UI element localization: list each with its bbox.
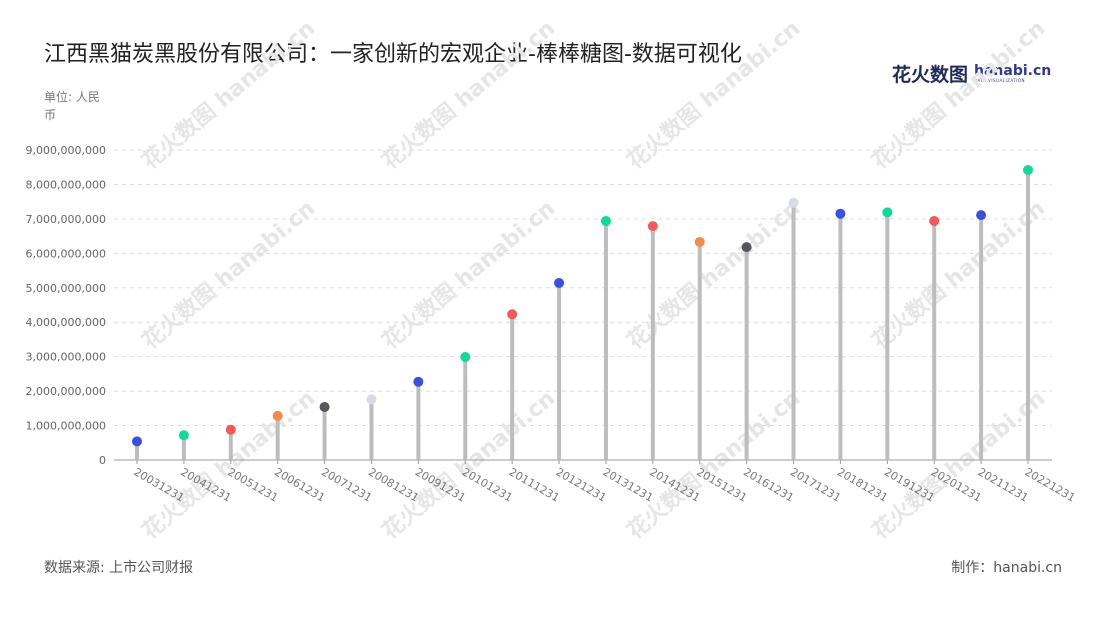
lollipop-dot — [882, 207, 893, 218]
logo-en-block: hanabi.cn DATA VISUALIZATION — [974, 64, 1051, 83]
lollipop-dot — [694, 236, 705, 247]
watermark-text: 花火数图 hanabi.cn — [622, 15, 805, 174]
lollipop-dot — [647, 221, 658, 232]
watermark-text: 花火数图 hanabi.cn — [137, 15, 320, 174]
brand-logo: 花火数图 hanabi.cn DATA VISUALIZATION — [892, 60, 1051, 86]
lollipop-dot — [366, 394, 377, 405]
lollipop-dot — [1023, 164, 1033, 175]
watermark-text: 花火数图 hanabi.cn — [622, 195, 805, 354]
logo-en-text: hanabi.cn — [974, 62, 1052, 79]
x-tick-label: 20061231 — [272, 465, 327, 504]
y-tick-label: 1,000,000,000 — [26, 420, 106, 433]
lollipop-dot — [554, 277, 565, 288]
x-tick-label: 20101231 — [460, 465, 515, 504]
lollipop-dot — [225, 424, 236, 435]
lollipop-dot — [507, 309, 518, 320]
y-tick-label: 5,000,000,000 — [26, 282, 106, 295]
watermark-text: 花火数图 hanabi.cn — [867, 385, 1050, 544]
lollipop-dot — [835, 208, 846, 219]
y-tick-label: 3,000,000,000 — [26, 351, 106, 364]
watermark-text: 花火数图 hanabi.cn — [377, 15, 560, 174]
chart-title: 江西黑猫炭黑股份有限公司：一家创新的宏观企业-棒棒糖图-数据可视化 — [44, 42, 742, 67]
y-tick-label: 9,000,000,000 — [26, 144, 106, 157]
y-tick-label: 7,000,000,000 — [26, 213, 106, 226]
logo-cn-text: 花火数图 — [892, 63, 969, 86]
lollipop-dot — [460, 352, 471, 363]
y-tick-label: 0 — [99, 454, 106, 467]
lollipop-dot — [178, 430, 189, 441]
y-axis: 0 1,000,000,000 2,000,000,000 3,000,000,000… — [26, 144, 106, 467]
lollipop-dot — [413, 376, 424, 387]
x-tick-label: 20161231 — [741, 465, 796, 504]
maker-credit: 制作：hanabi.cn — [951, 560, 1062, 576]
watermark-text: 花火数图 hanabi.cn — [867, 15, 1050, 174]
x-tick-label: 20081231 — [366, 465, 421, 504]
watermark-text: 花火数图 hanabi.cn — [137, 385, 320, 544]
unit-label: 单位: 人民币 — [44, 90, 100, 122]
lollipop-dot — [600, 215, 611, 226]
x-tick-label: 20051231 — [225, 465, 280, 504]
lollipop-dot — [272, 410, 283, 421]
x-tick-label: 20211231 — [976, 465, 1031, 504]
x-tick-label: 20181231 — [835, 465, 890, 504]
grid-lines — [114, 149, 1052, 427]
y-tick-label: 8,000,000,000 — [26, 178, 106, 191]
lollipop-dot — [788, 197, 799, 208]
x-tick-label: 20131231 — [600, 465, 655, 504]
lollipop-dot — [976, 210, 987, 221]
x-tick-label: 20071231 — [319, 465, 374, 504]
x-tick-label: 20111231 — [507, 465, 562, 504]
lollipop-dot — [319, 401, 330, 412]
lollipop-dot — [741, 242, 752, 253]
logo-sub-text: DATA VISUALIZATION — [974, 77, 1026, 83]
lollipop-dot — [929, 215, 940, 226]
x-tick-label: 20121231 — [554, 465, 609, 504]
watermark-text: 花火数图 hanabi.cn — [377, 385, 560, 544]
x-tick-label: 20031231 — [132, 465, 187, 504]
x-tick-label: 20171231 — [788, 465, 843, 504]
y-tick-label: 2,000,000,000 — [26, 385, 106, 398]
watermark-layer: 花火数图 hanabi.cn 花火数图 hanabi.cn 花火数图 hanabi.… — [137, 15, 1050, 544]
watermark-text: 花火数图 hanabi.cn — [622, 385, 805, 544]
lollipop-dot — [132, 436, 142, 447]
y-tick-label: 4,000,000,000 — [26, 316, 106, 329]
lollipop-dots — [132, 164, 1033, 447]
watermark-text: 花火数图 hanabi.cn — [867, 195, 1050, 354]
lollipop-stems — [135, 169, 1030, 460]
x-tick-label: 20221231 — [1023, 465, 1078, 504]
data-source: 数据来源: 上市公司财报 — [44, 560, 194, 576]
y-tick-label: 6,000,000,000 — [26, 247, 106, 260]
